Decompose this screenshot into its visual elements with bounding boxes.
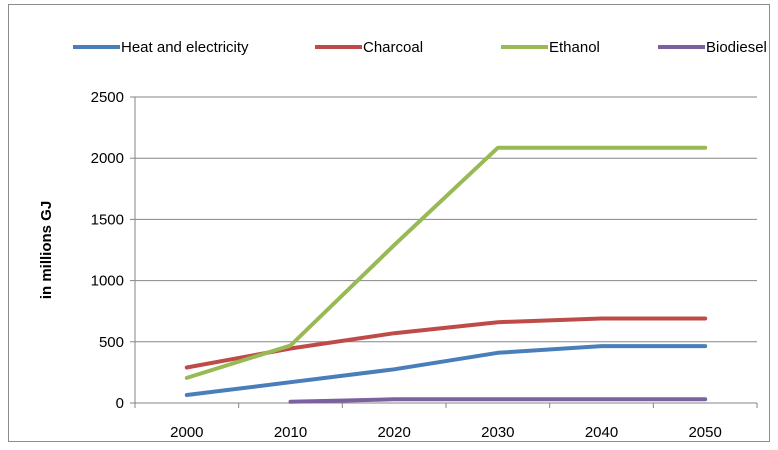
axes: 0 500 1000 1500 2000 2500 2000 2010 2020 2030 2040…	[91, 89, 758, 441]
series-line-biodiesel	[288, 397, 708, 404]
y-tick-label: 0	[116, 395, 124, 412]
legend: Heat and electricity Charcoal Ethanol Biodi…	[73, 39, 767, 56]
legend-label: Heat and electricity	[121, 39, 249, 56]
y-tick-label: 2000	[91, 150, 124, 167]
legend-item-biodiesel: Biodiesel	[658, 39, 767, 56]
y-tick-label: 500	[99, 334, 124, 351]
y-tick-label: 1000	[91, 273, 124, 290]
x-tick-label: 2030	[481, 424, 514, 441]
x-tick-label: 2010	[274, 424, 307, 441]
series-lines	[184, 145, 708, 404]
gridlines	[135, 96, 757, 343]
legend-item-ethanol: Ethanol	[501, 39, 600, 56]
legend-label: Ethanol	[549, 39, 600, 56]
legend-label: Biodiesel	[706, 39, 767, 56]
y-tick-label: 1500	[91, 211, 124, 228]
legend-item-charcoal: Charcoal	[315, 39, 423, 56]
legend-item-heat-and-electricity: Heat and electricity	[73, 39, 249, 56]
x-tick-label: 2050	[688, 424, 721, 441]
x-tick-label: 2000	[170, 424, 203, 441]
series-line-heat-and-electricity	[184, 344, 708, 397]
x-tick-label: 2040	[585, 424, 618, 441]
y-tick-label: 2500	[91, 89, 124, 106]
legend-label: Charcoal	[363, 39, 423, 56]
y-axis-title: in millions GJ	[38, 201, 55, 299]
x-tick-label: 2020	[377, 424, 410, 441]
series-line-ethanol	[184, 145, 708, 380]
